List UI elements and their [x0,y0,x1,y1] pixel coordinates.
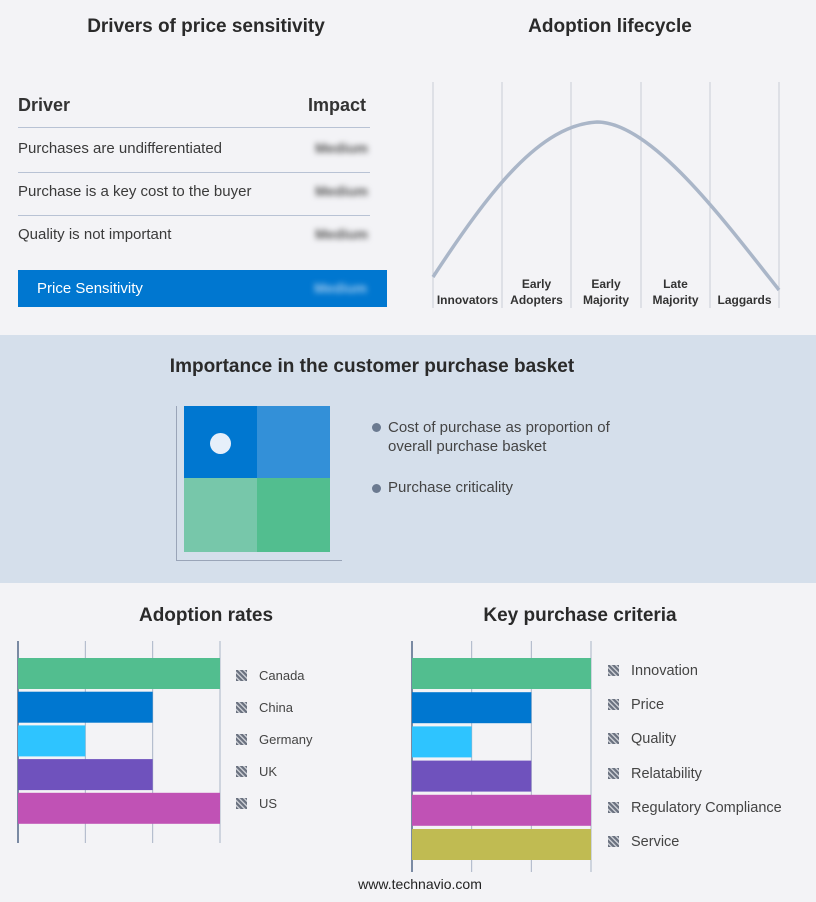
driver-row: Purchase is a key cost to the buyer Mediu… [18,183,370,216]
legend-item: Service [608,834,679,850]
legend-item: Innovation [608,663,698,679]
driver-row: Purchases are undifferentiated Medium [18,140,370,173]
legend-item: Canada [236,668,305,683]
legend-item: China [236,700,293,715]
basket-legend-1: Cost of purchase as proportion of overal… [372,418,642,456]
basket-legend-2: Purchase criticality [372,479,513,496]
bar-quality [412,726,472,758]
legend-swatch-icon [608,665,619,676]
bar-service [412,829,591,860]
drivers-title: Drivers of price sensitivity [87,16,325,37]
bar-price [412,692,532,724]
q-top-right [257,406,330,478]
basket-title: Importance in the customer purchase bask… [169,356,575,377]
adoption-curve [431,120,781,292]
driver-col-header: Driver [18,95,71,115]
bar-germany [18,725,86,757]
bar-china [18,691,153,723]
bar-regulatory-compliance [412,794,591,826]
lifecycle-stage: Late Majority [652,277,699,307]
basket-section [0,335,816,583]
q-bottom-right [257,478,330,552]
legend-swatch-icon [236,798,247,809]
legend-item: Regulatory Compliance [608,800,782,816]
legend-item: Relatability [608,766,702,782]
legend-swatch-icon [236,702,247,713]
driver-name: Quality is not important [18,226,172,243]
driver-name: Purchases are undifferentiated [18,140,223,157]
kpc-title: Key purchase criteria [483,605,677,626]
legend-swatch-icon [236,766,247,777]
legend-item: UK [236,764,277,779]
legend-swatch-icon [608,699,619,711]
bar-uk [18,759,153,791]
lifecycle-stage: Innovators [436,293,499,307]
driver-impact: Medium [315,226,368,242]
bar-us [18,792,220,824]
bar-canada [18,658,220,689]
impact-col-header: Impact [307,95,366,115]
lifecycle-stage: Early Majority [582,277,629,307]
legend-item: Germany [236,732,312,747]
summary-label: Price Sensitivity [37,280,143,297]
matrix-axis [176,406,342,561]
driver-name: Purchase is a key cost to the buyer [18,183,252,200]
legend-swatch-icon [608,801,619,813]
bar-innovation [412,658,591,689]
bar-relatability [412,760,532,792]
lifecycle-stage: Early Adopters [510,277,563,307]
driver-impact: Medium [315,183,368,199]
q-bottom-left [184,478,257,552]
lifecycle-chart [431,82,781,308]
price-sensitivity-summary: Price Sensitivity Medium [18,270,387,307]
legend-item: Price [608,697,664,713]
legend-swatch-icon [608,836,619,847]
drivers-header: Driver Impact [18,95,370,128]
footer-url: www.technavio.com [358,876,482,892]
summary-impact: Medium [314,280,367,296]
legend-item: US [236,796,277,811]
legend-swatch-icon [608,767,619,779]
legend-swatch-icon [608,733,619,745]
driver-impact: Medium [315,140,368,156]
position-marker [210,433,231,454]
lifecycle-title: Adoption lifecycle [528,16,692,37]
adoption-rates-title: Adoption rates [138,605,274,626]
legend-swatch-icon [236,734,247,745]
driver-row: Quality is not important Medium [18,226,370,259]
lifecycle-stage: Laggards [717,293,772,307]
legend-item: Quality [608,731,676,747]
legend-swatch-icon [236,670,247,681]
